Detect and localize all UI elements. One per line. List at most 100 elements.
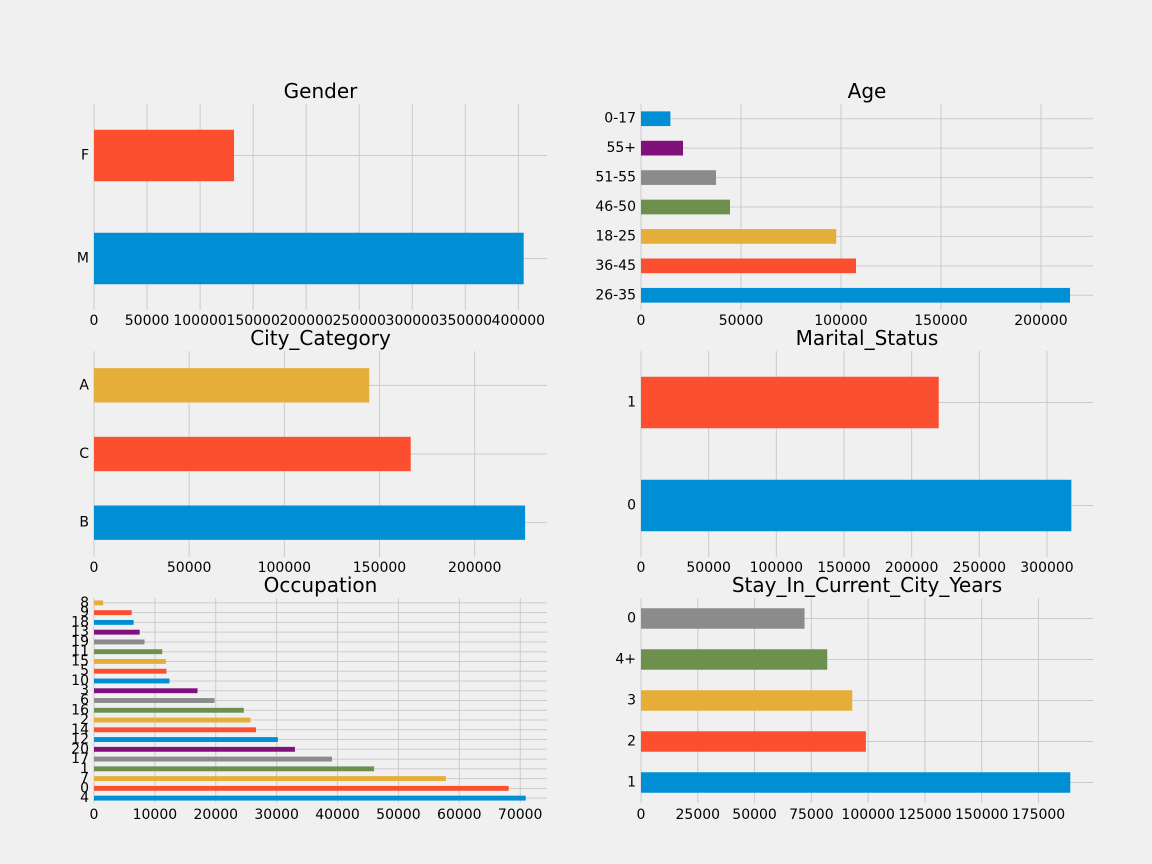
y-tick-label: C xyxy=(79,446,89,462)
bar-stay-in-current-city-years-2 xyxy=(641,731,866,752)
x-tick-label: 50000 xyxy=(719,313,764,329)
bar-occupation-3 xyxy=(94,688,198,694)
chart-panel-city-category: B C A 0 50000 100000 150000 200000 City_Category xyxy=(79,326,547,576)
bar-marital-status-1 xyxy=(641,376,939,429)
y-tick-label: 2 xyxy=(80,712,89,728)
bar-occupation-12 xyxy=(94,737,278,742)
x-tick-label: 0 xyxy=(90,807,99,823)
x-tick-label: 75000 xyxy=(789,807,834,823)
chart-panel-gender: M F 0 50000 100000 150000 200000 250000 300000 35… xyxy=(77,79,547,329)
y-tick-label: 19 xyxy=(71,634,89,650)
y-tick-label: 18-25 xyxy=(595,228,636,244)
y-tick-label: 4 xyxy=(80,790,89,806)
x-tick-label: 200000 xyxy=(1014,313,1067,329)
bar-gender-f xyxy=(94,129,235,182)
bar-occupation-8 xyxy=(94,600,104,606)
y-tick-label: 1 xyxy=(627,395,636,411)
bar-city-category-c xyxy=(94,436,411,472)
bar-occupation-18 xyxy=(94,619,134,625)
bar-occupation-1 xyxy=(94,766,375,772)
x-tick-label: 200000 xyxy=(448,560,501,576)
bar-stay-in-current-city-years-1 xyxy=(641,772,1071,793)
bar-occupation-5 xyxy=(94,668,167,674)
y-tick-label: 20 xyxy=(71,741,89,757)
y-tick-label: 11 xyxy=(71,644,89,660)
bar-occupation-0 xyxy=(94,785,509,791)
y-tick-label: A xyxy=(79,377,89,393)
bar-occupation-15 xyxy=(94,659,166,664)
chart-panel-marital-status: 0 1 0 50000 100000 150000 200000 250000 300000 Ma… xyxy=(627,326,1093,576)
y-tick-label: 3 xyxy=(627,693,636,709)
chart-title: Occupation xyxy=(264,573,378,597)
x-tick-label: 60000 xyxy=(437,807,482,823)
x-tick-label: 25000 xyxy=(676,807,721,823)
bar-city-category-a xyxy=(94,368,370,403)
y-tick-label: 18 xyxy=(71,614,89,630)
bar-occupation-9 xyxy=(94,610,132,616)
x-tick-label: 50000 xyxy=(686,560,731,576)
x-tick-label: 50000 xyxy=(376,807,421,823)
bar-occupation-7 xyxy=(94,776,446,782)
chart-title: Stay_In_Current_City_Years xyxy=(732,573,1002,597)
x-tick-label: 150000 xyxy=(914,313,967,329)
x-tick-label: 30000 xyxy=(254,807,299,823)
x-tick-label: 50000 xyxy=(125,313,170,329)
x-tick-label: 0 xyxy=(90,313,99,329)
y-tick-label: 5 xyxy=(80,663,89,679)
y-tick-label: 16 xyxy=(71,702,89,718)
x-tick-label: 200000 xyxy=(279,313,332,329)
x-tick-label: 0 xyxy=(90,560,99,576)
y-tick-label: 51-55 xyxy=(595,170,636,186)
y-tick-label: M xyxy=(77,251,89,267)
bar-stay-in-current-city-years-4 xyxy=(641,649,828,670)
x-tick-label: 125000 xyxy=(898,807,951,823)
bar-age-36-45 xyxy=(641,258,856,274)
y-tick-label: 8 xyxy=(80,595,89,611)
y-tick-label: 36-45 xyxy=(595,258,636,274)
bar-age-18-25 xyxy=(641,229,837,244)
bar-city-category-b xyxy=(94,505,526,540)
chart-title: City_Category xyxy=(250,326,391,350)
x-tick-label: 50000 xyxy=(167,560,212,576)
bar-age-55 xyxy=(641,140,683,156)
chart-title: Gender xyxy=(284,79,358,103)
y-tick-label: B xyxy=(79,515,89,531)
x-tick-label: 400000 xyxy=(492,313,545,329)
x-tick-label: 300000 xyxy=(386,313,439,329)
y-tick-label: 3 xyxy=(80,683,89,699)
bar-age-51-55 xyxy=(641,170,716,185)
x-tick-label: 250000 xyxy=(332,313,385,329)
y-tick-label: 14 xyxy=(71,722,89,738)
x-tick-label: 40000 xyxy=(315,807,360,823)
x-tick-label: 10000 xyxy=(133,807,178,823)
x-tick-label: 50000 xyxy=(732,807,777,823)
chart-panel-age: 26-35 36-45 18-25 46-50 51-55 55+ 0-17 0 50000 10… xyxy=(595,79,1093,329)
x-tick-label: 200000 xyxy=(885,560,938,576)
y-tick-label: 55+ xyxy=(606,140,636,156)
x-tick-label: 70000 xyxy=(498,807,543,823)
x-tick-label: 250000 xyxy=(953,560,1006,576)
bar-occupation-17 xyxy=(94,756,333,762)
bar-stay-in-current-city-years-3 xyxy=(641,690,853,711)
y-tick-label: 2 xyxy=(627,734,636,750)
y-tick-label: 4+ xyxy=(615,652,636,668)
bar-occupation-6 xyxy=(94,698,215,703)
x-tick-label: 20000 xyxy=(194,807,239,823)
y-tick-label: 0 xyxy=(627,611,636,627)
bar-occupation-11 xyxy=(94,649,163,655)
chart-title: Age xyxy=(848,79,887,103)
bar-occupation-13 xyxy=(94,629,140,635)
x-tick-label: 300000 xyxy=(1020,560,1073,576)
bar-occupation-14 xyxy=(94,727,256,733)
bar-occupation-20 xyxy=(94,746,295,752)
x-tick-label: 0 xyxy=(637,807,646,823)
y-tick-label: 1 xyxy=(627,775,636,791)
x-tick-label: 150000 xyxy=(955,807,1008,823)
x-tick-label: 150000 xyxy=(353,560,406,576)
bar-age-46-50 xyxy=(641,199,730,215)
bar-marital-status-0 xyxy=(641,479,1072,532)
x-tick-label: 0 xyxy=(637,313,646,329)
y-tick-label: 12 xyxy=(71,732,89,748)
y-tick-label: 6 xyxy=(80,693,89,709)
